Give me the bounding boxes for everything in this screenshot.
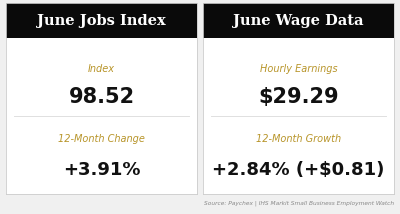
Text: Source: Paychex | IHS Markit Small Business Employment Watch: Source: Paychex | IHS Markit Small Busin… (204, 200, 394, 206)
Text: 98.52: 98.52 (68, 87, 134, 107)
Text: 12-Month Change: 12-Month Change (58, 134, 145, 144)
Text: +3.91%: +3.91% (63, 161, 140, 179)
Text: June Wage Data: June Wage Data (233, 14, 364, 28)
Text: +2.84% (+$0.81): +2.84% (+$0.81) (212, 161, 385, 179)
Text: $29.29: $29.29 (258, 87, 339, 107)
Text: Hourly Earnings: Hourly Earnings (260, 64, 337, 74)
Text: June Jobs Index: June Jobs Index (37, 14, 166, 28)
Text: Index: Index (88, 64, 115, 74)
Text: 12-Month Growth: 12-Month Growth (256, 134, 341, 144)
